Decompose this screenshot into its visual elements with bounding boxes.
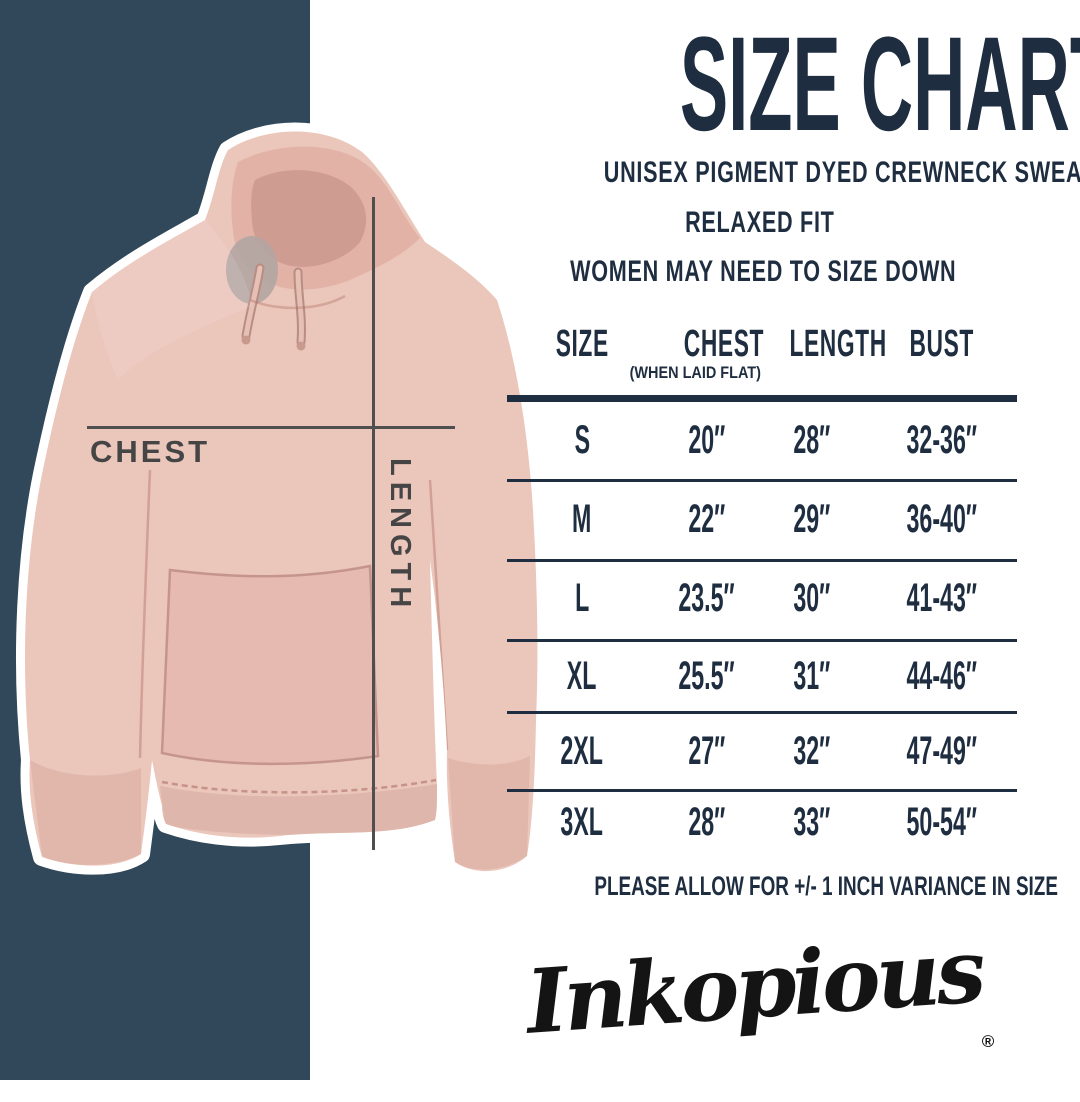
cell-size: 3XL [560,800,604,844]
cell-size: L [574,576,590,620]
row-divider [507,479,1017,482]
cell-length: 28″ [793,418,831,462]
cell-chest: 20″ [688,418,726,462]
length-label: LENGTH [384,458,416,614]
cell-chest: 25.5″ [678,654,736,698]
table-header-rule [507,395,1017,402]
brand-name: Inkopious [522,918,985,1054]
cell-size: M [572,497,592,541]
chest-note: (WHEN LAID FLAT) [629,363,761,382]
subtitle-fit: RELAXED FIT [685,206,835,239]
table-row: 3XL 28″ 33″ 50-54″ [507,797,1017,847]
subtitle-fabric: UNISEX PIGMENT DYED CREWNECK SWEATSHIRT [603,156,1080,189]
cell-bust: 50-54″ [906,800,978,844]
cell-bust: 44-46″ [906,654,978,698]
subtitle-sizing-wrap: WOMEN MAY NEED TO SIZE DOWN [495,257,1025,292]
cell-size: 2XL [560,729,604,773]
chest-label: CHEST [90,434,211,469]
row-divider [507,559,1017,562]
cell-size: S [574,418,590,462]
table-row: XL 25.5″ 31″ 44-46″ [507,651,1017,701]
header-cell-chest: CHEST [683,323,765,365]
header-cell-length: LENGTH [789,323,887,365]
page-title-wrap: SIZE CHART [495,18,1080,152]
header-cell-bust: BUST [909,323,975,365]
cell-length: 31″ [793,654,831,698]
table-row: 2XL 27″ 32″ 47-49″ [507,726,1017,776]
table-row: L 23.5″ 30″ 41-43″ [507,573,1017,623]
cell-chest: 27″ [688,729,726,773]
subtitle-fabric-wrap: UNISEX PIGMENT DYED CREWNECK SWEATSHIRT [495,158,1080,193]
cell-length: 29″ [793,497,831,541]
page-title: SIZE CHART [679,10,1080,159]
cell-length: 30″ [793,576,831,620]
cell-bust: 32-36″ [906,418,978,462]
row-divider [507,639,1017,642]
cell-chest: 23.5″ [678,576,736,620]
variance-note: PLEASE ALLOW FOR +/- 1 INCH VARIANCE IN … [594,871,1058,901]
cell-bust: 47-49″ [906,729,978,773]
row-divider [507,711,1017,714]
cell-chest: 22″ [688,497,726,541]
cell-chest: 28″ [688,800,726,844]
cell-length: 33″ [793,800,831,844]
size-table-header: SIZE CHEST LENGTH BUST [507,321,1017,367]
cell-bust: 36-40″ [906,497,978,541]
table-row: M 22″ 29″ 36-40″ [507,494,1017,544]
length-measure-line [372,197,375,850]
hoodie-illustration [0,118,552,888]
cell-bust: 41-43″ [906,576,978,620]
subtitle-fit-wrap: RELAXED FIT [495,208,1025,243]
table-row: S 20″ 28″ 32-36″ [507,415,1017,465]
row-divider [507,789,1017,792]
chest-measure-line [87,426,455,429]
brand-logo: Inkopious® [495,918,1025,1056]
cell-size: XL [567,654,597,698]
header-cell-size: SIZE [555,323,609,365]
cell-length: 32″ [793,729,831,773]
subtitle-sizing: WOMEN MAY NEED TO SIZE DOWN [570,255,957,288]
variance-note-wrap: PLEASE ALLOW FOR +/- 1 INCH VARIANCE IN … [495,870,1058,907]
registered-mark-icon: ® [981,1032,995,1051]
